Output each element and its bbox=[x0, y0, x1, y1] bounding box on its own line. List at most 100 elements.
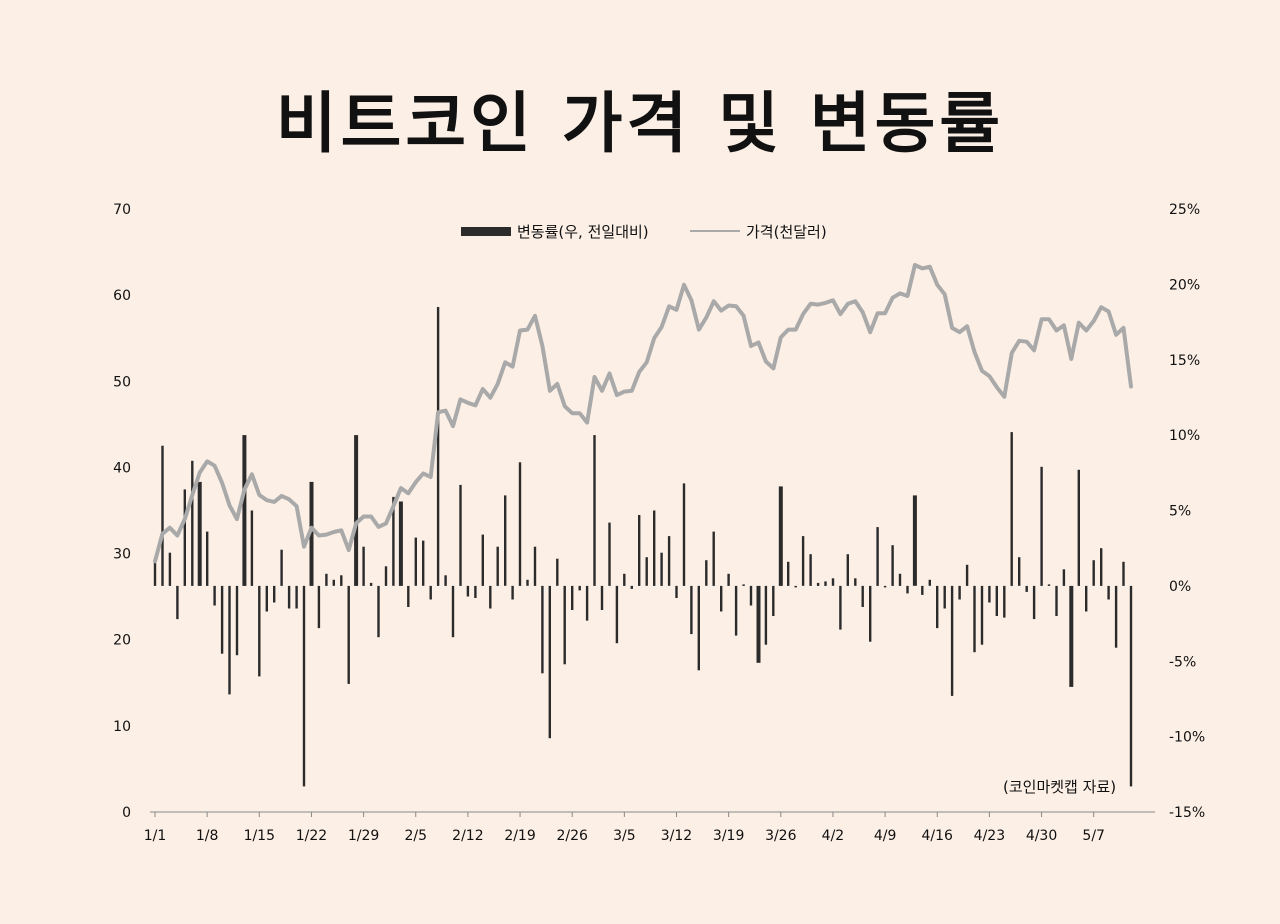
change-bar bbox=[242, 435, 247, 586]
legend-label-price: 가격(천달러) bbox=[746, 223, 827, 241]
change-bar bbox=[556, 558, 559, 586]
change-bar bbox=[563, 585, 566, 665]
change-bar bbox=[295, 585, 298, 609]
legend-bar-swatch bbox=[461, 227, 511, 236]
change-bars bbox=[153, 307, 1133, 787]
x-tick-label: 3/26 bbox=[765, 828, 797, 844]
x-tick-label: 1/15 bbox=[244, 828, 275, 844]
change-bar bbox=[936, 585, 939, 629]
change-bar bbox=[518, 462, 522, 586]
right-tick-label: -5% bbox=[1169, 654, 1196, 670]
change-bar bbox=[831, 578, 835, 586]
change-bar bbox=[235, 585, 239, 656]
change-bar bbox=[392, 496, 395, 586]
change-bar bbox=[645, 557, 648, 586]
change-bar bbox=[891, 545, 894, 586]
change-bar bbox=[436, 307, 440, 586]
right-tick-label: -15% bbox=[1169, 805, 1205, 821]
change-bar bbox=[734, 585, 738, 636]
x-tick-label: 1/22 bbox=[296, 828, 327, 844]
left-tick-label: 70 bbox=[113, 202, 131, 218]
change-bar bbox=[197, 481, 202, 586]
change-bar bbox=[809, 554, 812, 586]
change-bar bbox=[1010, 432, 1013, 586]
change-bar bbox=[615, 585, 619, 644]
change-bar bbox=[541, 585, 544, 674]
left-axis-ticks: 0 10 20 30 40 50 60 70 bbox=[113, 202, 131, 821]
change-bar bbox=[988, 585, 991, 603]
right-tick-label: 0% bbox=[1169, 579, 1191, 595]
change-bar bbox=[191, 460, 194, 586]
change-bar bbox=[362, 546, 365, 586]
change-bar bbox=[1018, 557, 1021, 586]
change-bar bbox=[854, 578, 857, 586]
change-bar bbox=[623, 573, 626, 586]
change-bar bbox=[995, 585, 998, 616]
change-bar bbox=[504, 495, 507, 586]
change-bar bbox=[712, 531, 715, 586]
x-axis-ticks: 1/1 1/8 1/15 1/22 1/29 2/5 2/12 2/19 2/26 3/5 3/12… bbox=[144, 812, 1105, 844]
change-bar bbox=[287, 585, 291, 609]
change-bar bbox=[1092, 560, 1095, 586]
change-bar bbox=[228, 585, 231, 695]
change-bar bbox=[898, 573, 902, 586]
x-tick-label: 3/12 bbox=[661, 828, 692, 844]
change-bar bbox=[422, 540, 425, 586]
change-bar bbox=[965, 564, 969, 586]
price-line bbox=[153, 263, 1133, 564]
change-bar bbox=[451, 585, 455, 638]
right-tick-label: 15% bbox=[1169, 353, 1200, 369]
change-bar bbox=[1085, 585, 1088, 612]
right-tick-label: 10% bbox=[1169, 428, 1200, 444]
change-bar bbox=[183, 489, 186, 586]
change-bar bbox=[220, 585, 224, 654]
change-bar bbox=[928, 579, 931, 586]
change-bar bbox=[317, 585, 321, 629]
change-bar bbox=[705, 560, 708, 586]
change-bar bbox=[600, 585, 604, 610]
change-bar bbox=[1062, 569, 1066, 586]
change-bar bbox=[682, 483, 686, 586]
change-bar bbox=[459, 484, 462, 586]
change-bar bbox=[1032, 585, 1036, 620]
change-bar bbox=[667, 536, 671, 586]
chart-title: 비트코인 가격 및 변동률 bbox=[275, 85, 1005, 162]
change-bar bbox=[653, 510, 656, 586]
change-bar bbox=[280, 549, 283, 586]
change-bar bbox=[398, 501, 403, 586]
change-bar bbox=[690, 585, 693, 635]
left-tick-label: 60 bbox=[113, 288, 131, 304]
x-tick-label: 3/5 bbox=[613, 828, 636, 844]
change-bar bbox=[869, 585, 872, 642]
right-tick-label: 25% bbox=[1169, 202, 1200, 218]
x-tick-label: 4/9 bbox=[874, 828, 897, 844]
change-bar bbox=[369, 582, 373, 586]
change-bar bbox=[206, 531, 209, 586]
x-tick-label: 2/19 bbox=[504, 828, 535, 844]
x-tick-label: 2/26 bbox=[556, 828, 588, 844]
x-tick-label: 1/29 bbox=[348, 828, 379, 844]
change-bar bbox=[1129, 585, 1133, 787]
right-axis-ticks: -15% -10% -5% 0% 5% 10% 15% 20% 25% bbox=[1169, 202, 1205, 821]
change-bar bbox=[883, 585, 887, 588]
change-bar bbox=[720, 585, 723, 612]
change-bar bbox=[742, 584, 745, 586]
change-bar bbox=[474, 585, 477, 598]
x-tick-label: 2/5 bbox=[404, 828, 427, 844]
change-bar bbox=[675, 585, 678, 598]
change-bar bbox=[824, 581, 827, 586]
right-tick-label: 20% bbox=[1169, 277, 1200, 293]
change-bar bbox=[638, 515, 641, 586]
source-note: (코인마켓캡 자료) bbox=[1003, 778, 1116, 796]
change-bar bbox=[1047, 584, 1051, 586]
change-bar bbox=[1003, 585, 1006, 618]
left-tick-label: 40 bbox=[113, 460, 131, 476]
change-bar bbox=[578, 585, 581, 591]
change-bar bbox=[593, 435, 596, 586]
change-bar bbox=[176, 585, 179, 620]
change-bar bbox=[697, 585, 700, 671]
change-bar bbox=[764, 585, 768, 645]
change-bar bbox=[302, 585, 306, 787]
change-bar bbox=[660, 552, 663, 586]
x-tick-label: 5/7 bbox=[1082, 828, 1105, 844]
